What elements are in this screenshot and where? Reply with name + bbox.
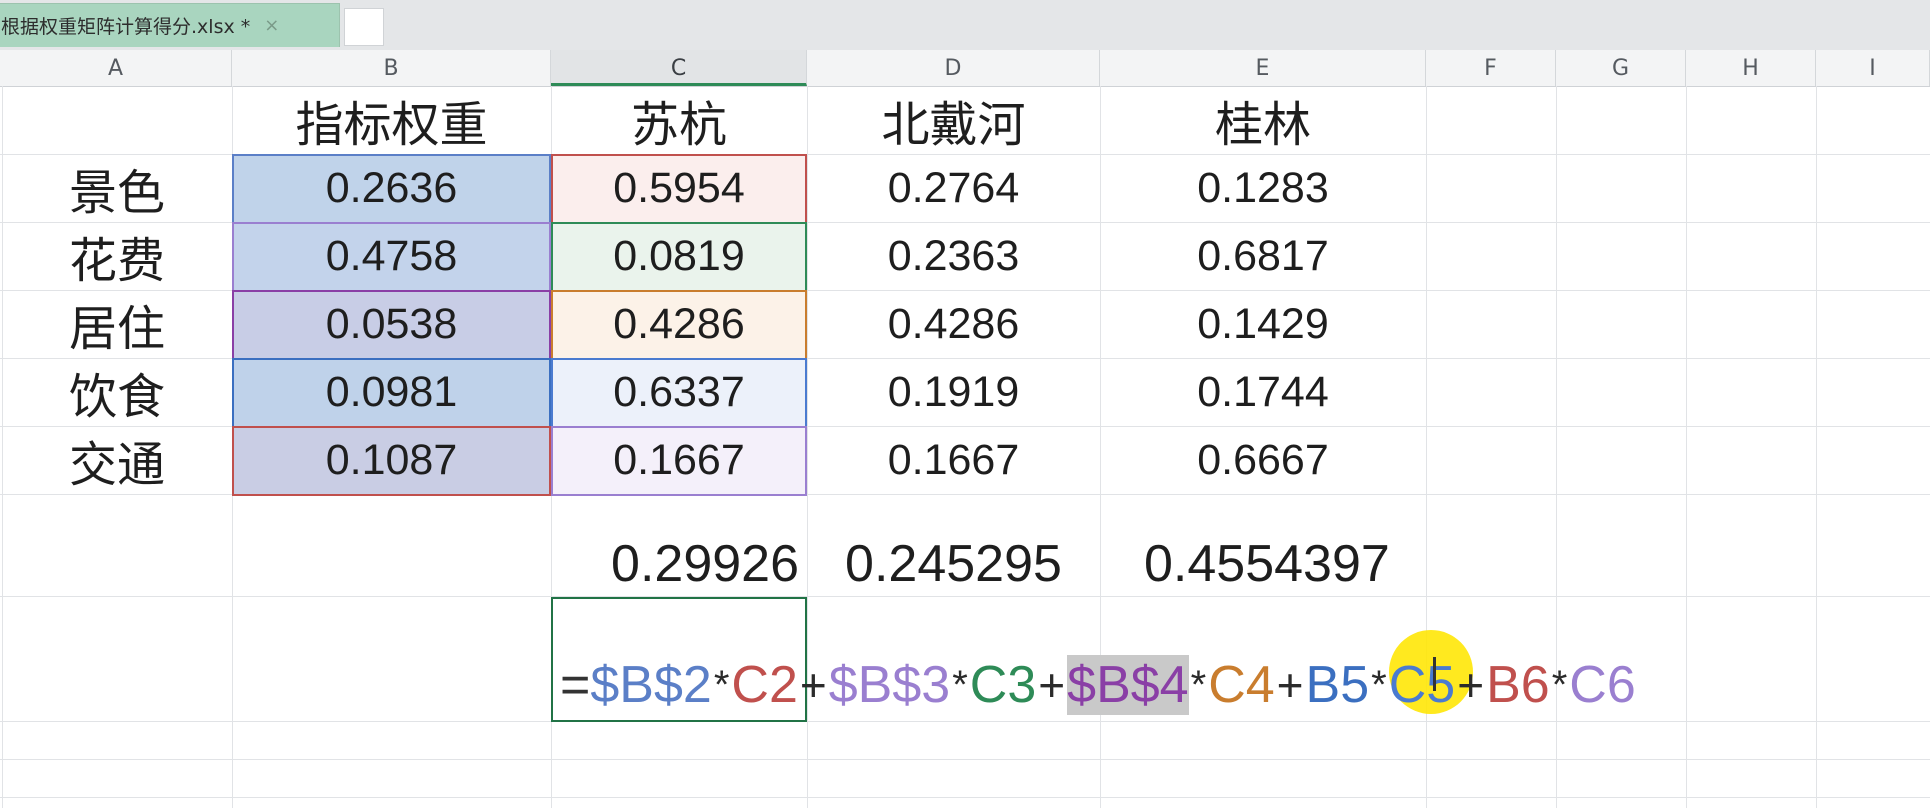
- cell-d6[interactable]: 0.1667: [887, 435, 1020, 484]
- formula-ref-c5: C5: [1388, 656, 1456, 714]
- formula-plus: +: [799, 659, 827, 711]
- formula-times: *: [1551, 662, 1568, 707]
- cell-b2[interactable]: 0.2636: [325, 163, 458, 212]
- formula-times: *: [1371, 662, 1387, 707]
- formula-ref-b5: B5: [1305, 656, 1370, 714]
- text-cursor-icon: [1433, 657, 1436, 691]
- header-weight[interactable]: 指标权重: [295, 97, 488, 153]
- score-beidaihe[interactable]: 0.245295: [845, 535, 1062, 593]
- ref-highlight-b3: [232, 222, 551, 292]
- cell-b4[interactable]: 0.0538: [325, 299, 458, 348]
- cell-b3[interactable]: 0.4758: [325, 231, 458, 280]
- formula-ref-b6: B6: [1486, 656, 1550, 714]
- formula-text[interactable]: = $B$2 * C2 + $B$3 * C3 + $B$4 * C4 + B5…: [560, 630, 1636, 740]
- cell-c2[interactable]: 0.5954: [613, 163, 745, 212]
- formula-times: *: [713, 662, 730, 707]
- active-cell-c8[interactable]: [551, 597, 807, 722]
- header-beidaihe[interactable]: 北戴河: [881, 97, 1026, 153]
- formula-ref-c4: C4: [1208, 656, 1275, 714]
- new-tab-button[interactable]: [344, 8, 384, 46]
- column-header-c[interactable]: C: [551, 50, 807, 86]
- row-label-lodging[interactable]: 居住: [68, 301, 165, 357]
- cell-d4[interactable]: 0.4286: [887, 299, 1020, 348]
- formula-ref-c3: C3: [969, 656, 1037, 714]
- column-header-d[interactable]: D: [807, 50, 1100, 86]
- formula-ref-c2: C2: [731, 656, 798, 714]
- sheet-grid[interactable]: [0, 86, 1930, 808]
- formula-plus: +: [1457, 659, 1485, 711]
- ref-highlight-b4: [232, 290, 551, 360]
- workbook-tab[interactable]: 根据权重矩阵计算得分.xlsx * ×: [0, 3, 340, 47]
- formula-ref-b2: $B$2: [590, 656, 712, 714]
- column-header-b[interactable]: B: [232, 50, 551, 86]
- column-header-bar: A B C D E F G H I: [0, 50, 1930, 87]
- row-label-scenery[interactable]: 景色: [68, 165, 165, 221]
- header-guilin[interactable]: 桂林: [1214, 97, 1311, 153]
- row-label-transport[interactable]: 交通: [68, 437, 165, 493]
- cell-c6[interactable]: 0.1667: [613, 435, 745, 484]
- formula-ref-b3: $B$3: [828, 656, 951, 714]
- ref-highlight-c2: [551, 154, 807, 224]
- formula-ref-c6: C6: [1569, 656, 1636, 714]
- cell-e3[interactable]: 0.6817: [1197, 231, 1329, 280]
- formula-plus: +: [1038, 659, 1066, 711]
- score-guilin[interactable]: 0.4554397: [1144, 535, 1390, 593]
- cell-e5[interactable]: 0.1744: [1197, 367, 1329, 416]
- ref-highlight-c4: [551, 290, 807, 360]
- row-label-food[interactable]: 饮食: [68, 369, 165, 425]
- column-header-i[interactable]: I: [1816, 50, 1930, 86]
- formula-plus: +: [1276, 659, 1304, 711]
- workbook-tab-title: 根据权重矩阵计算得分.xlsx *: [1, 16, 251, 38]
- cell-d3[interactable]: 0.2363: [887, 231, 1020, 280]
- cell-c5[interactable]: 0.6337: [613, 367, 745, 416]
- column-header-f[interactable]: F: [1426, 50, 1556, 86]
- ref-highlight-c6: [551, 426, 807, 496]
- formula-times: *: [1190, 662, 1207, 707]
- formula-equals: =: [560, 656, 591, 714]
- column-header-h[interactable]: H: [1686, 50, 1816, 86]
- column-header-g[interactable]: G: [1556, 50, 1686, 86]
- column-header-a[interactable]: A: [0, 50, 232, 86]
- cell-e4[interactable]: 0.1429: [1197, 299, 1329, 348]
- cell-c4[interactable]: 0.4286: [613, 299, 745, 348]
- close-icon[interactable]: ×: [264, 14, 280, 36]
- cell-d5[interactable]: 0.1919: [887, 367, 1020, 416]
- ref-highlight-c3: [551, 222, 807, 292]
- cell-c3[interactable]: 0.0819: [613, 231, 745, 280]
- workbook-tab-bar: 根据权重矩阵计算得分.xlsx * ×: [0, 0, 1930, 51]
- cell-e2[interactable]: 0.1283: [1197, 163, 1329, 212]
- ref-highlight-b6: [232, 426, 551, 496]
- header-suhang[interactable]: 苏杭: [630, 97, 727, 153]
- row-label-cost[interactable]: 花费: [68, 233, 165, 289]
- formula-ref-b4: $B$4: [1067, 655, 1189, 715]
- cell-b5[interactable]: 0.0981: [325, 367, 458, 416]
- cell-b6[interactable]: 0.1087: [325, 435, 458, 484]
- formula-times: *: [952, 662, 968, 707]
- column-header-e[interactable]: E: [1100, 50, 1426, 86]
- mouse-cursor-highlight: [1389, 630, 1473, 714]
- score-suhang[interactable]: 0.29926: [611, 535, 799, 593]
- cell-d2[interactable]: 0.2764: [887, 163, 1020, 212]
- cell-e6[interactable]: 0.6667: [1197, 435, 1329, 484]
